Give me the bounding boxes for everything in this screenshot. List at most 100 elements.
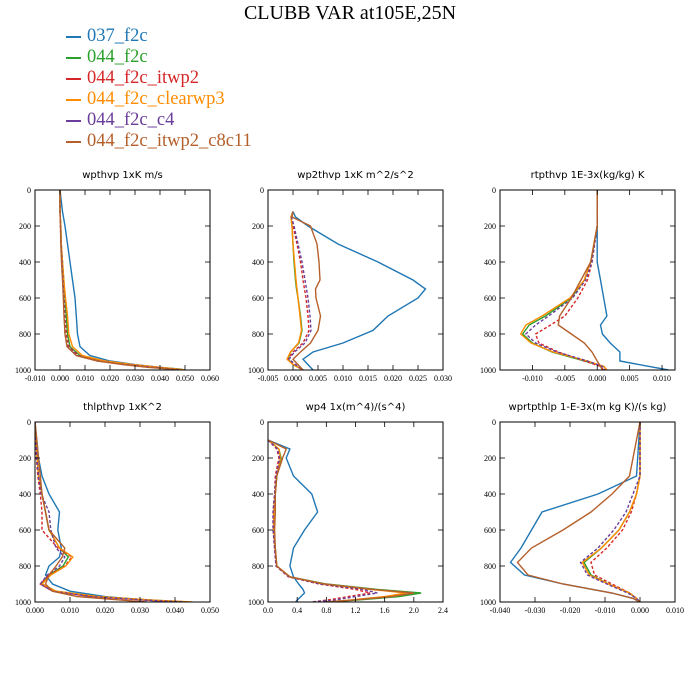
- y-tick-label: 600: [252, 294, 264, 303]
- x-tick-label: -0.020: [560, 606, 581, 615]
- y-tick-label: 800: [19, 562, 31, 571]
- y-tick-label: 200: [19, 222, 31, 231]
- y-tick-label: 1000: [480, 366, 496, 375]
- y-tick-label: 200: [484, 222, 496, 231]
- series-line: [268, 439, 319, 602]
- series-line: [292, 211, 427, 370]
- y-tick-label: 600: [484, 294, 496, 303]
- panel-title: wprtpthlp 1-E-3x(m kg K)/(s kg): [509, 402, 667, 413]
- legend-line: [66, 98, 81, 101]
- series-line: [524, 190, 606, 370]
- legend-label: 044_f2c_c4: [87, 110, 175, 130]
- plot-panel: wpthvp 1xK m/s -0.010 0.000 0.010 0.020 0.030…: [15, 170, 219, 383]
- y-tick-label: 1000: [248, 598, 264, 607]
- x-tick-label: 0.025: [409, 374, 427, 383]
- legend-label: 044_f2c_itwp2_c8c11: [87, 131, 252, 151]
- x-tick-label: 0.000: [631, 606, 649, 615]
- y-tick-label: 1000: [15, 598, 31, 607]
- x-tick-label: 0.000: [588, 374, 606, 383]
- x-tick-label: 0.020: [101, 374, 119, 383]
- plot-frame: [499, 421, 676, 603]
- plot-frame: [499, 189, 676, 371]
- x-tick-label: 0.020: [96, 606, 114, 615]
- x-tick-label: 0.040: [166, 606, 184, 615]
- y-tick-label: 0: [260, 418, 264, 427]
- series-line: [534, 190, 605, 370]
- series-line: [59, 190, 181, 370]
- y-tick-label: 400: [19, 258, 31, 267]
- x-tick-label: 2.0: [409, 606, 419, 615]
- y-tick-label: 800: [484, 330, 496, 339]
- legend-line: [66, 77, 81, 80]
- legend-entry: 044_f2c_itwp2_c8c11: [66, 131, 252, 151]
- y-tick-label: 1000: [480, 598, 496, 607]
- series-group: [268, 439, 422, 602]
- legend-line: [66, 56, 81, 59]
- x-tick-label: -0.010: [25, 374, 46, 383]
- x-tick-label: 0.000: [51, 374, 69, 383]
- series-line: [590, 422, 641, 602]
- series-line: [268, 439, 371, 602]
- x-tick-label: 0.4: [292, 606, 302, 615]
- plot-frame: [267, 421, 444, 603]
- legend-entry: 044_f2c_c4: [66, 110, 174, 130]
- plot-panel: wprtpthlp 1-E-3x(m kg K)/(s kg) -0.040 -0.…: [480, 402, 684, 615]
- y-tick-label: 200: [252, 454, 264, 463]
- x-tick-label: 0.015: [359, 374, 377, 383]
- x-tick-label: 0.010: [666, 606, 684, 615]
- legend-line: [66, 140, 81, 143]
- x-tick-label: 0.030: [434, 374, 452, 383]
- chart-title: CLUBB VAR at105E,25N: [243, 2, 457, 24]
- series-line: [581, 422, 641, 602]
- y-tick-label: 600: [252, 526, 264, 535]
- x-tick-label: -0.010: [522, 374, 543, 383]
- series-line: [35, 422, 148, 602]
- y-tick-label: 400: [19, 490, 31, 499]
- y-tick-label: 400: [252, 258, 264, 267]
- y-tick-label: 600: [19, 526, 31, 535]
- y-tick-label: 200: [19, 454, 31, 463]
- series-line: [287, 211, 310, 370]
- x-tick-label: -0.005: [554, 374, 575, 383]
- x-tick-label: 0.005: [309, 374, 327, 383]
- y-tick-label: 600: [484, 526, 496, 535]
- y-tick-label: 0: [492, 186, 496, 195]
- series-line: [516, 422, 641, 602]
- x-tick-label: 0.020: [384, 374, 402, 383]
- panel-title: wpthvp 1xK m/s: [82, 170, 163, 181]
- plot-frame: [267, 189, 444, 371]
- series-group: [519, 190, 669, 370]
- series-line: [35, 422, 186, 602]
- series-line: [59, 190, 178, 370]
- y-tick-label: 800: [252, 562, 264, 571]
- x-tick-label: -0.010: [595, 606, 616, 615]
- y-tick-label: 1000: [248, 366, 264, 375]
- x-tick-label: 0.8: [321, 606, 331, 615]
- y-tick-label: 600: [19, 294, 31, 303]
- x-tick-label: 0.010: [61, 606, 79, 615]
- series-line: [59, 190, 183, 370]
- series-group: [35, 422, 193, 602]
- plot-panel: rtpthvp 1E-3x(kg/kg) K -0.010 -0.005 0.000 0…: [480, 170, 676, 383]
- x-tick-label: 0.030: [126, 374, 144, 383]
- series-line: [291, 211, 322, 370]
- y-tick-label: 200: [484, 454, 496, 463]
- y-tick-label: 800: [484, 562, 496, 571]
- plot-panel: wp4 1x(m^4)/(s^4) 0.0 0.4 0.8 1.2 1.6 2.0 2.4 0 2…: [248, 402, 448, 615]
- series-line: [59, 190, 186, 370]
- x-tick-label: 0.010: [653, 374, 671, 383]
- legend-entry: 044_f2c_clearwp3: [66, 89, 225, 109]
- x-tick-label: 2.4: [438, 606, 448, 615]
- x-tick-label: 0.060: [201, 374, 219, 383]
- panel-title: wp2thvp 1xK m^2/s^2: [297, 170, 413, 181]
- y-tick-label: 0: [27, 418, 31, 427]
- series-line: [268, 439, 378, 602]
- y-tick-label: 400: [484, 258, 496, 267]
- x-tick-label: 0.010: [334, 374, 352, 383]
- y-tick-label: 200: [252, 222, 264, 231]
- x-tick-label: 0.0: [263, 606, 273, 615]
- series-group: [509, 422, 641, 602]
- x-tick-label: 0.010: [76, 374, 94, 383]
- series-line: [268, 439, 414, 602]
- x-tick-label: 1.2: [351, 606, 361, 615]
